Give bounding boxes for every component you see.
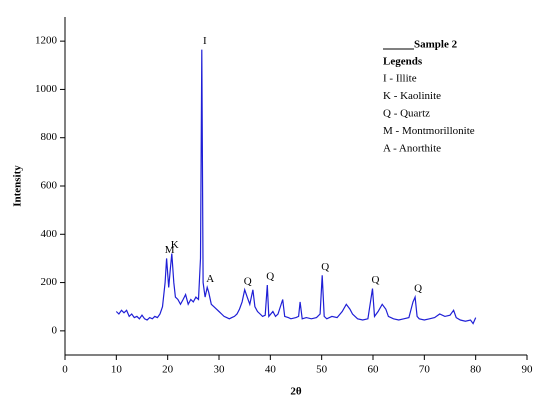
y-tick-label: 200 — [41, 276, 58, 288]
annotation: Q — [414, 283, 422, 295]
legend-heading: Legends — [383, 56, 423, 68]
x-tick-label: 50 — [316, 364, 328, 376]
annotation: Q — [244, 275, 252, 287]
x-tick-label: 80 — [470, 364, 482, 376]
y-tick-label: 800 — [41, 131, 58, 143]
x-tick-label: 40 — [265, 364, 277, 376]
y-tick-label: 1000 — [35, 83, 58, 95]
x-tick-label: 30 — [214, 364, 226, 376]
y-tick-label: 600 — [41, 180, 58, 192]
annotation: I — [203, 35, 207, 47]
x-tick-label: 20 — [162, 364, 174, 376]
legend-item: Q - Quartz — [383, 108, 430, 120]
x-axis-label: 2θ — [290, 386, 302, 398]
x-tick-label: 90 — [522, 364, 534, 376]
legend-title: Sample 2 — [414, 39, 458, 51]
annotation: A — [206, 273, 214, 285]
x-tick-label: 60 — [368, 364, 380, 376]
legend-item: K - Kaolinite — [383, 90, 441, 102]
x-tick-label: 0 — [62, 364, 68, 376]
annotation: Q — [321, 261, 329, 273]
annotation: Q — [372, 274, 380, 286]
annotation: K — [171, 239, 179, 251]
y-tick-label: 0 — [52, 324, 58, 336]
annotation: Q — [266, 271, 274, 283]
y-tick-label: 1200 — [35, 35, 58, 47]
x-tick-label: 10 — [111, 364, 123, 376]
legend-item: M - Montmorillonite — [383, 125, 475, 137]
x-tick-label: 70 — [419, 364, 431, 376]
y-axis-label: Intensity — [12, 165, 24, 207]
legend-item: A - Anorthite — [383, 143, 441, 155]
annotation: M — [165, 244, 175, 256]
legend-item: I - Illite — [383, 73, 417, 85]
y-tick-label: 400 — [41, 228, 58, 240]
xrd-line — [115, 49, 477, 325]
